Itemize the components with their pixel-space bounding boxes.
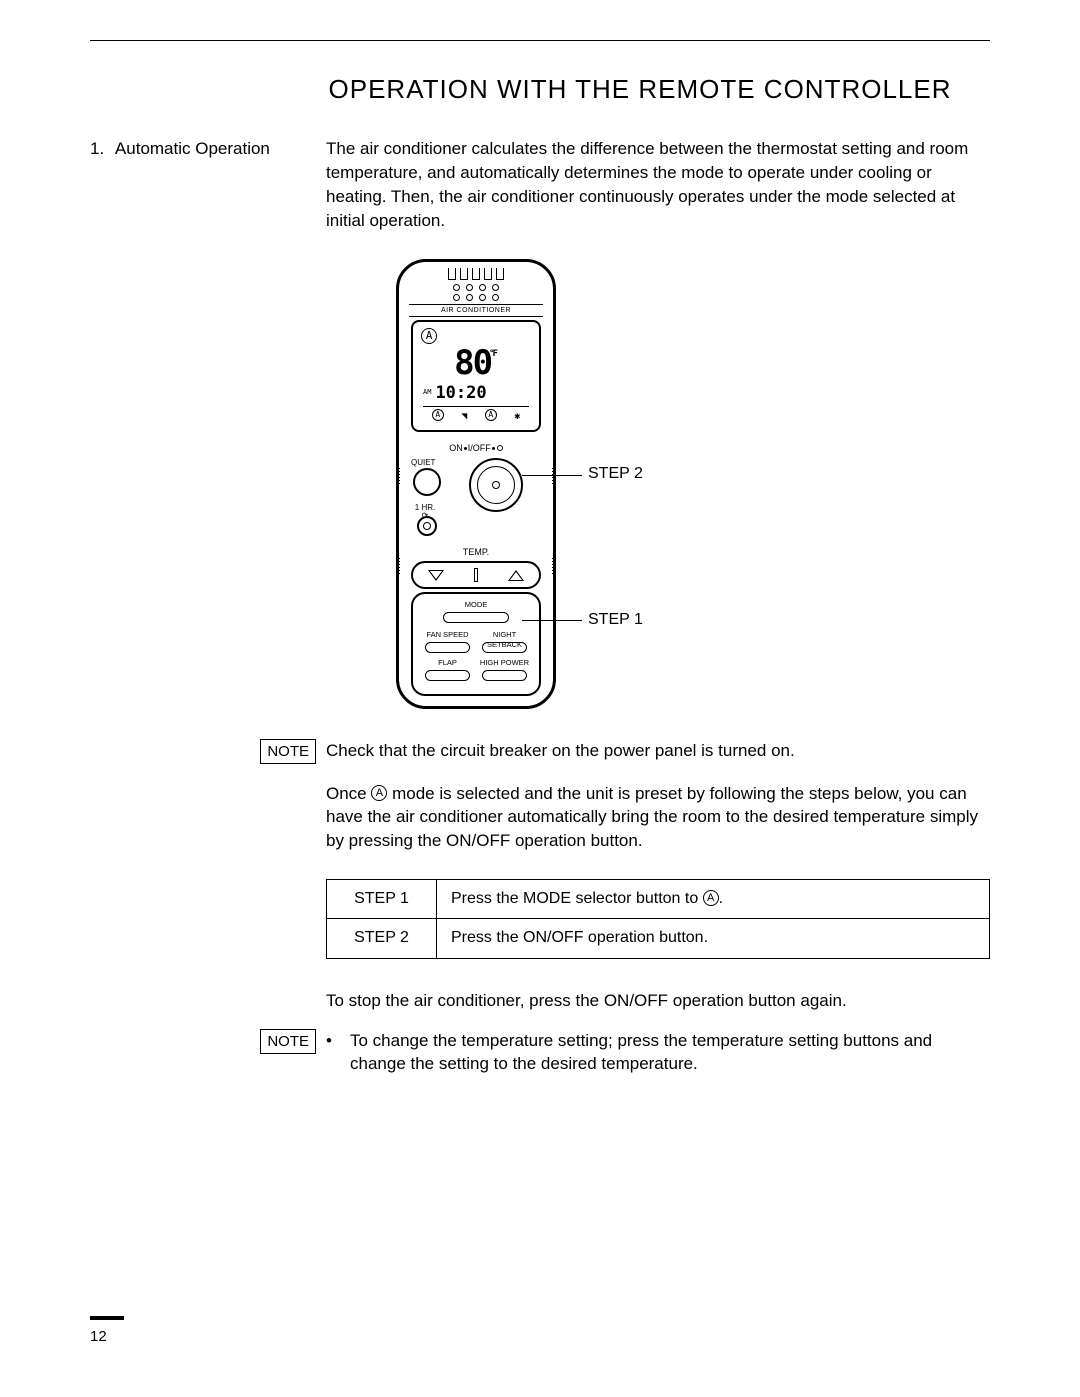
onoff-label: ONI/OFF: [399, 442, 553, 455]
note-box: NOTE: [260, 1029, 316, 1054]
temp-up-icon[interactable]: [508, 570, 524, 581]
page: OPERATION WITH THE REMOTE CONTROLLER 1. …: [0, 0, 1080, 1397]
quiet-button[interactable]: [413, 468, 441, 496]
lcd-time: 10:20: [435, 383, 486, 403]
mode-icon-auto: A: [432, 409, 444, 421]
table-row: STEP 2 Press the ON/OFF operation button…: [327, 919, 990, 958]
remote-row: AIR CONDITIONER A 80°F AM10:20 A ◥ A: [90, 245, 990, 727]
section-heading: Automatic Operation: [115, 139, 270, 158]
lcd-temp-unit: °F: [489, 349, 496, 359]
remote-diagram: AIR CONDITIONER A 80°F AM10:20 A ◥ A: [396, 259, 826, 709]
ac-label: AIR CONDITIONER: [409, 304, 543, 318]
temp-area: TEMP.: [411, 546, 541, 590]
mode-icon-fan: ✱: [514, 410, 520, 424]
lcd-temp-value: 80: [454, 343, 491, 383]
body2-pre: Once: [326, 784, 371, 803]
lower-panel: MODE FAN SPEEDNIGHT SETBACK FLAPHIGH POW…: [411, 592, 541, 696]
mode-button[interactable]: [443, 612, 509, 623]
flap-button[interactable]: [425, 670, 470, 681]
section-intro: 1. Automatic Operation The air condition…: [90, 137, 990, 232]
off-label: OFF: [473, 443, 491, 453]
note2-text: To change the temperature setting; press…: [350, 1029, 990, 1077]
steps-table: STEP 1 Press the MODE selector button to…: [326, 879, 990, 959]
power-button[interactable]: [482, 670, 527, 681]
step1-label: STEP 1: [327, 879, 437, 918]
lcd-clock: AM 10:20: [423, 382, 529, 406]
i-label: I: [468, 443, 471, 453]
callout-step2: STEP 2: [588, 463, 643, 485]
temp-down-icon[interactable]: [428, 570, 444, 581]
ir-dots: [453, 284, 499, 291]
fan-button[interactable]: [425, 642, 470, 653]
quiet-label: QUIET: [411, 457, 435, 468]
power-label: HIGH POWER: [476, 658, 533, 669]
temp-label: TEMP.: [411, 546, 541, 559]
bullet-icon: •: [326, 1029, 350, 1077]
callout-line-step2: [522, 475, 582, 476]
table-row: STEP 1 Press the MODE selector button to…: [327, 879, 990, 918]
mode-icon-dry: ◥: [461, 410, 467, 424]
step2-desc: Press the ON/OFF operation button.: [437, 919, 990, 958]
section-number: 1.: [90, 139, 104, 158]
body3-text: To stop the air conditioner, press the O…: [326, 989, 990, 1013]
off-ring-icon: [497, 445, 503, 451]
lcd-mode-icons: A ◥ A ✱: [423, 406, 529, 424]
onoff-button[interactable]: [469, 458, 523, 512]
step2-label: STEP 2: [327, 919, 437, 958]
table-row: STEP 1 Press the MODE selector button to…: [90, 865, 990, 977]
night-button[interactable]: [482, 642, 527, 653]
lcd: A 80°F AM 10:20 A ◥ A ✱: [411, 320, 541, 432]
note-box: NOTE: [260, 739, 316, 764]
intro-text: The air conditioner calculates the diffe…: [326, 137, 990, 232]
step1-desc: Press the MODE selector button to A.: [437, 879, 990, 918]
body2-post: mode is selected and the unit is preset …: [326, 784, 978, 851]
body3-row: To stop the air conditioner, press the O…: [90, 989, 990, 1013]
page-number: 12: [90, 1316, 124, 1347]
body2-text: Once A mode is selected and the unit is …: [326, 782, 990, 853]
mode-icon-auto2: A: [485, 409, 497, 421]
lcd-temp: 80°F: [413, 340, 539, 388]
note1-row: NOTE Check that the circuit breaker on t…: [90, 739, 990, 764]
ir-dots-2: [453, 294, 499, 301]
auto-icon-inline: A: [371, 785, 387, 801]
note2-bullet-row: • To change the temperature setting; pre…: [326, 1029, 990, 1077]
top-rule: [90, 40, 990, 41]
flap-label: FLAP: [419, 658, 476, 669]
body2-row: Once A mode is selected and the unit is …: [90, 782, 990, 853]
lcd-am: AM: [423, 388, 431, 396]
temp-rocker[interactable]: [411, 561, 541, 589]
remote-body: AIR CONDITIONER A 80°F AM10:20 A ◥ A: [396, 259, 556, 709]
note1-text: Check that the circuit breaker on the po…: [326, 739, 990, 763]
on-label: ON: [449, 443, 463, 453]
temp-mid-icon: [474, 568, 478, 582]
onehr-button[interactable]: [417, 516, 437, 536]
auto-icon-inline: A: [703, 890, 719, 906]
section-heading-col: 1. Automatic Operation: [90, 137, 326, 161]
callout-step1: STEP 1: [588, 609, 643, 631]
mode-label: MODE: [419, 600, 533, 611]
note2-row: NOTE • To change the temperature setting…: [90, 1029, 990, 1077]
callout-line-step1: [522, 620, 582, 621]
ir-slots: [448, 268, 504, 280]
page-title: OPERATION WITH THE REMOTE CONTROLLER: [90, 71, 990, 107]
